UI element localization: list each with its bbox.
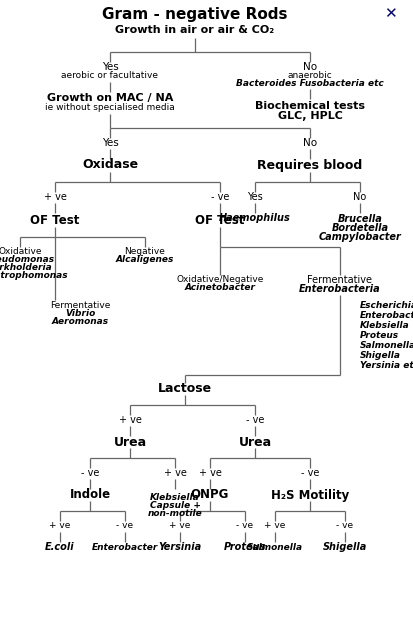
Text: + ve: + ve xyxy=(169,522,190,530)
Text: GLC, HPLC: GLC, HPLC xyxy=(277,111,342,121)
Text: OF Test: OF Test xyxy=(195,214,244,226)
Text: Biochemical tests: Biochemical tests xyxy=(254,101,364,111)
Text: + ve: + ve xyxy=(263,522,285,530)
Text: Gram - negative Rods: Gram - negative Rods xyxy=(102,6,287,22)
Text: anaerobic: anaerobic xyxy=(287,71,332,80)
Text: Yes: Yes xyxy=(101,138,118,148)
Text: Yersinia: Yersinia xyxy=(158,542,201,552)
Text: Oxidative/Negative: Oxidative/Negative xyxy=(176,275,263,284)
Text: Lactose: Lactose xyxy=(157,382,211,396)
Text: No: No xyxy=(353,192,366,202)
Text: ONPG: ONPG xyxy=(190,488,229,502)
Text: ✕: ✕ xyxy=(383,6,395,22)
Text: Fermentative: Fermentative xyxy=(307,275,372,285)
Text: Capsule +: Capsule + xyxy=(149,501,200,509)
Text: Shigella: Shigella xyxy=(359,350,400,359)
Text: Vibrio: Vibrio xyxy=(65,308,95,317)
Text: - ve: - ve xyxy=(81,468,99,478)
Text: H₂S Motility: H₂S Motility xyxy=(270,488,348,502)
Text: No: No xyxy=(302,62,316,72)
Text: Salmonella: Salmonella xyxy=(246,543,302,551)
Text: Yes: Yes xyxy=(247,192,262,202)
Text: Campylobacter: Campylobacter xyxy=(318,232,401,242)
Text: Salmonella: Salmonella xyxy=(359,340,413,350)
Text: - ve: - ve xyxy=(236,522,253,530)
Text: Bordetella: Bordetella xyxy=(331,223,388,233)
Text: + ve: + ve xyxy=(49,522,71,530)
Text: Oxidative: Oxidative xyxy=(0,247,42,256)
Text: Stenotrophomonas: Stenotrophomonas xyxy=(0,272,68,280)
Text: aerobic or facultative: aerobic or facultative xyxy=(62,71,158,81)
Text: Enterobacter: Enterobacter xyxy=(359,310,413,319)
Text: Proteus: Proteus xyxy=(223,542,266,552)
Text: E.coli: E.coli xyxy=(45,542,75,552)
Text: Enterobacter: Enterobacter xyxy=(92,543,158,551)
Text: non-motile: non-motile xyxy=(147,509,202,518)
Text: + ve: + ve xyxy=(163,468,186,478)
Text: Klebsiella: Klebsiella xyxy=(150,492,199,502)
Text: Proteus: Proteus xyxy=(359,331,398,340)
Text: Pseudomonas: Pseudomonas xyxy=(0,256,55,265)
Text: Indole: Indole xyxy=(69,488,110,502)
Text: Alcaligenes: Alcaligenes xyxy=(116,256,174,265)
Text: OF Test: OF Test xyxy=(30,214,79,226)
Text: Shigella: Shigella xyxy=(322,542,366,552)
Text: - ve: - ve xyxy=(245,415,263,425)
Text: + ve: + ve xyxy=(198,468,221,478)
Text: Klebsiella: Klebsiella xyxy=(359,321,409,329)
Text: Oxidase: Oxidase xyxy=(82,158,138,172)
Text: Haemophilus: Haemophilus xyxy=(218,213,290,223)
Text: Aeromonas: Aeromonas xyxy=(51,317,108,326)
Text: - ve: - ve xyxy=(336,522,353,530)
Text: - ve: - ve xyxy=(210,192,229,202)
Text: Escherichia: Escherichia xyxy=(359,300,413,310)
Text: Bacteroides Fusobacteria etc: Bacteroides Fusobacteria etc xyxy=(235,78,383,88)
Text: ie without specialised media: ie without specialised media xyxy=(45,104,174,113)
Text: Negative: Negative xyxy=(124,247,165,256)
Text: No: No xyxy=(302,138,316,148)
Text: + ve: + ve xyxy=(118,415,141,425)
Text: Brucella: Brucella xyxy=(337,214,382,224)
Text: Growth in air or air & CO₂: Growth in air or air & CO₂ xyxy=(115,25,274,35)
Text: Urea: Urea xyxy=(113,436,146,448)
Text: + ve: + ve xyxy=(43,192,66,202)
Text: Acinetobacter: Acinetobacter xyxy=(184,284,255,293)
Text: - ve: - ve xyxy=(116,522,133,530)
Text: Requires blood: Requires blood xyxy=(257,158,362,172)
Text: Yes: Yes xyxy=(101,62,118,72)
Text: - ve: - ve xyxy=(300,468,318,478)
Text: Fermentative: Fermentative xyxy=(50,300,110,310)
Text: Yersinia etc: Yersinia etc xyxy=(359,361,413,370)
Text: Burkholderia: Burkholderia xyxy=(0,263,53,272)
Text: Urea: Urea xyxy=(238,436,271,448)
Text: Growth on MAC / NA: Growth on MAC / NA xyxy=(47,93,173,103)
Text: Enterobacteria: Enterobacteria xyxy=(299,284,380,294)
